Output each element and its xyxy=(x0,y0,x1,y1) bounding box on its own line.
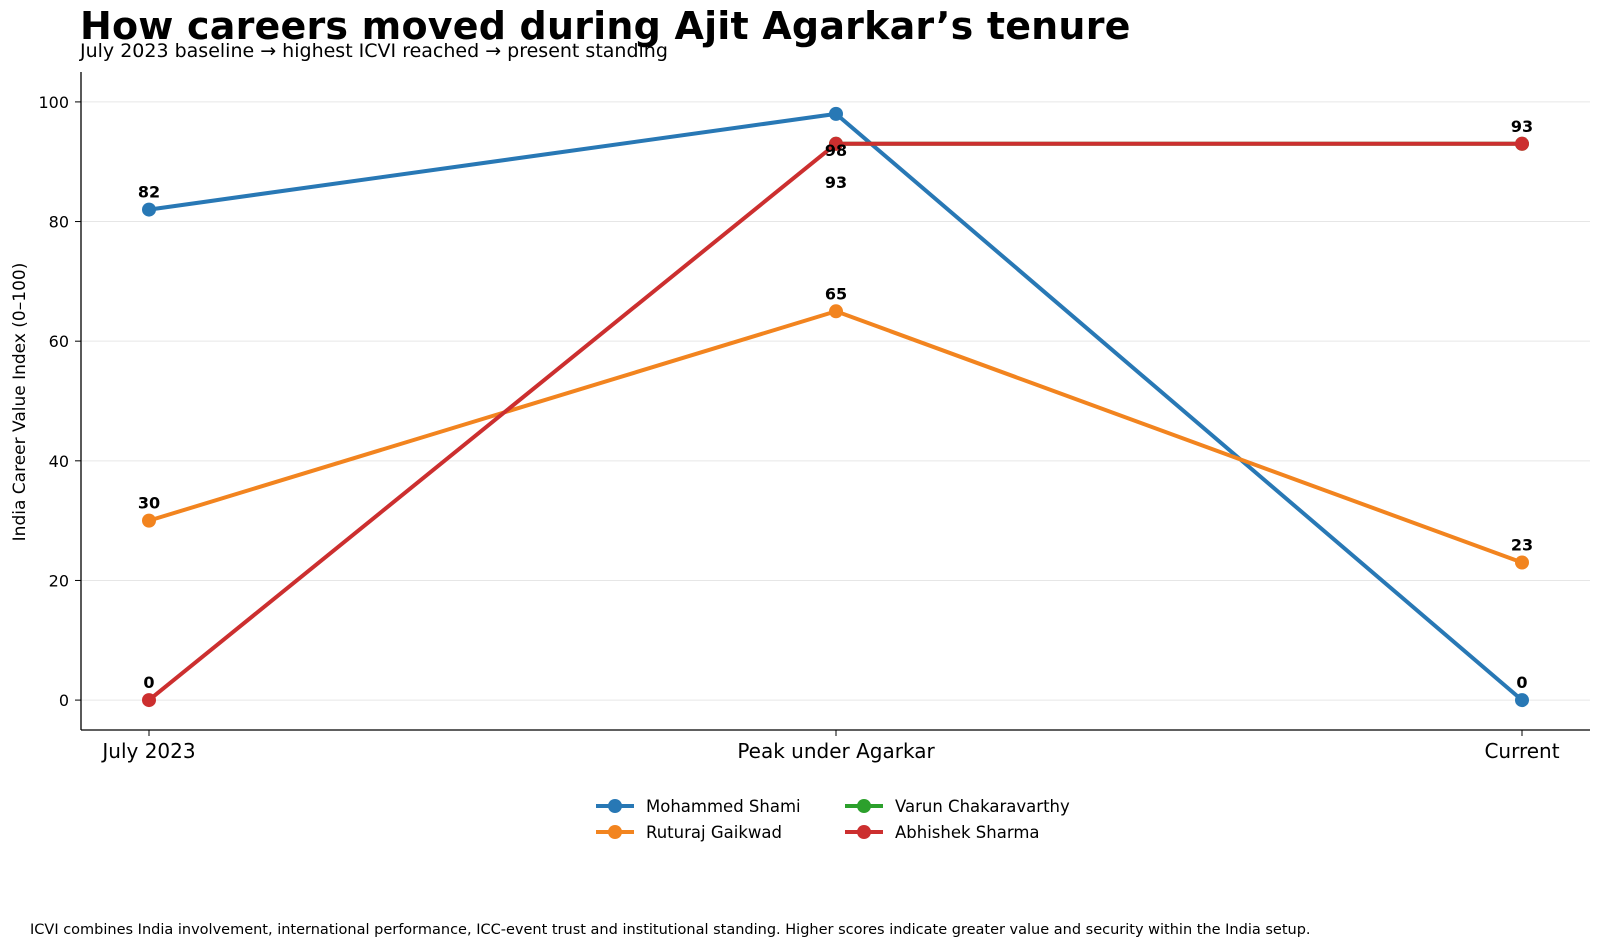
legend: Mohammed Shami Ruturaj Gaikwad Varun Chaka… xyxy=(596,797,1070,842)
legend-item-3: Abhishek Sharma xyxy=(845,823,1040,842)
data-label-2-23: 23 xyxy=(1511,536,1533,555)
data-label-1-65: 65 xyxy=(825,284,847,303)
data-point-3-1 xyxy=(829,136,843,151)
y-tick-label-60: 60 xyxy=(49,332,69,351)
data-label-1-98: 98 xyxy=(825,141,847,160)
series-line-3 xyxy=(147,141,1524,703)
data-label-0-82: 82 xyxy=(138,183,160,202)
legend-marker-0 xyxy=(608,799,622,813)
x-tick-label-0: July 2023 xyxy=(100,739,195,763)
legend-label-0: Mohammed Shami xyxy=(646,797,801,816)
legend-label-1: Ruturaj Gaikwad xyxy=(646,823,782,842)
data-labels: 82 30 0 98 93 65 93 23 0 xyxy=(138,117,1533,692)
data-point-0-1 xyxy=(829,106,843,121)
chart-title: How careers moved during Ajit Agarkar’s … xyxy=(80,4,1131,48)
legend-item-2: Varun Chakaravarthy xyxy=(845,797,1070,816)
legend-label-2: Varun Chakaravarthy xyxy=(895,797,1070,816)
series-lines xyxy=(142,106,1529,708)
x-tick-label-1: Peak under Agarkar xyxy=(737,739,935,763)
x-tick-label-2: Current xyxy=(1484,739,1559,763)
legend-item-0: Mohammed Shami xyxy=(596,797,801,816)
y-tick-label-40: 40 xyxy=(49,452,69,471)
data-point-0-2 xyxy=(1515,693,1529,708)
legend-item-1: Ruturaj Gaikwad xyxy=(596,823,782,842)
data-label-0-30: 30 xyxy=(138,494,160,513)
data-point-3-2 xyxy=(1515,136,1529,151)
series-line-0 xyxy=(147,111,1524,703)
y-axis-label: India Career Value Index (0–100) xyxy=(10,263,30,542)
data-point-3-0 xyxy=(142,693,156,708)
legend-marker-2 xyxy=(857,799,871,813)
legend-label-3: Abhishek Sharma xyxy=(895,823,1040,842)
data-label-0-0: 0 xyxy=(143,673,154,692)
data-point-1-2 xyxy=(1515,555,1529,570)
y-tick-label-0: 0 xyxy=(59,691,69,710)
data-point-1-1 xyxy=(829,304,843,319)
data-label-2-93: 93 xyxy=(1511,117,1533,136)
chart-subtitle: July 2023 baseline → highest ICVI reache… xyxy=(80,40,668,62)
data-point-0-0 xyxy=(142,202,156,217)
data-point-1-0 xyxy=(142,513,156,528)
footnote: ICVI combines India involvement, interna… xyxy=(30,922,1311,938)
legend-marker-3 xyxy=(857,825,871,839)
y-tick-label-80: 80 xyxy=(49,213,69,232)
data-label-2-0: 0 xyxy=(1516,673,1527,692)
data-label-1-93: 93 xyxy=(825,173,847,192)
legend-marker-1 xyxy=(608,825,622,839)
y-tick-label-20: 20 xyxy=(49,571,69,590)
axes: 0 20 40 60 80 100 July 2023 Peak under Agarkar C… xyxy=(38,72,1590,763)
y-tick-label-100: 100 xyxy=(38,93,69,112)
grid-lines xyxy=(81,101,1590,701)
